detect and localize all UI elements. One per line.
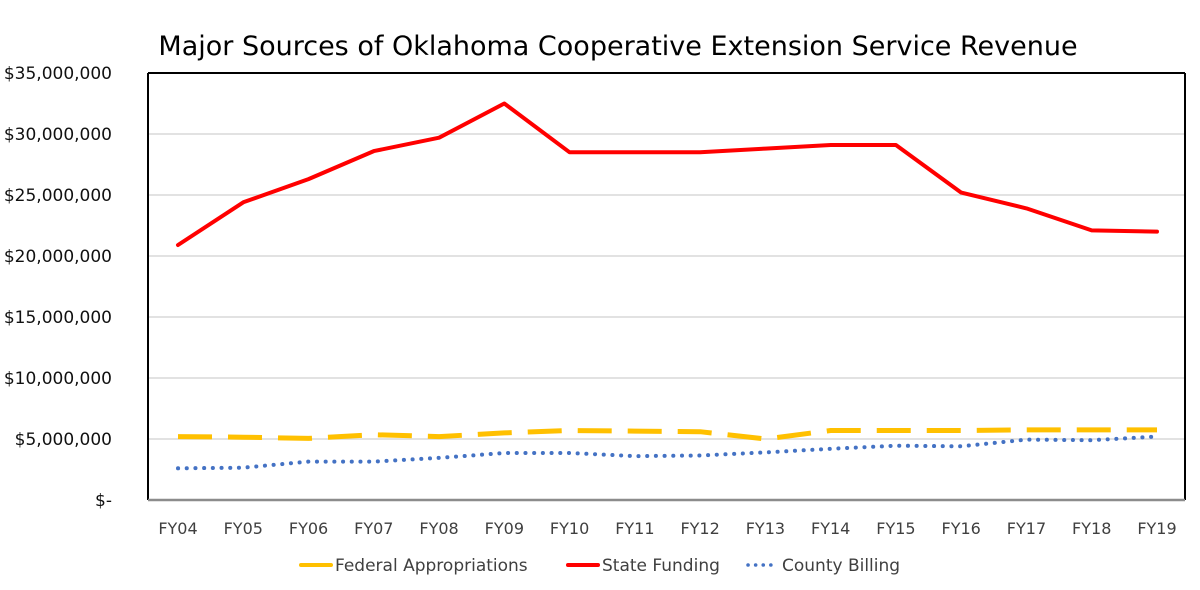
x-tick-label: FY10 xyxy=(550,519,589,538)
y-tick-label: $25,000,000 xyxy=(4,186,112,206)
x-tick-label: FY14 xyxy=(811,519,850,538)
series-line-federal-appropriations xyxy=(177,427,1157,442)
y-tick-label: $35,000,000 xyxy=(4,64,112,84)
x-tick-label: FY19 xyxy=(1137,519,1176,538)
y-tick-label: $30,000,000 xyxy=(4,125,112,145)
x-tick-label: FY07 xyxy=(354,519,393,538)
x-tick-label: FY11 xyxy=(615,519,654,538)
x-tick-label: FY09 xyxy=(485,519,524,538)
x-tick-label: FY06 xyxy=(289,519,328,538)
legend-item: Federal Appropriations xyxy=(299,556,528,576)
legend-label: County Billing xyxy=(782,556,900,576)
x-tick-label: FY17 xyxy=(1007,519,1046,538)
legend-label: Federal Appropriations xyxy=(335,556,528,576)
x-tick-label: FY15 xyxy=(876,519,915,538)
y-tick-label: $10,000,000 xyxy=(4,369,112,389)
series-line-state-funding xyxy=(176,101,1159,247)
y-tick-label: $5,000,000 xyxy=(15,430,112,450)
x-tick-label: FY18 xyxy=(1072,519,1111,538)
legend: Federal Appropriations State Funding Count… xyxy=(299,556,900,576)
x-axis-ticks: FY04 FY05 FY06 FY07 FY08 FY09 FY10 FY11 FY12 FY13… xyxy=(158,519,1176,538)
legend-item: State Funding xyxy=(566,556,720,576)
y-tick-label: $- xyxy=(95,491,112,511)
legend-item: County Billing xyxy=(746,556,900,576)
x-tick-label: FY13 xyxy=(746,519,785,538)
chart-title: Major Sources of Oklahoma Cooperative Ex… xyxy=(158,31,1077,62)
legend-label: State Funding xyxy=(602,556,720,576)
series-line-county-billing xyxy=(176,434,1159,471)
plot-frame xyxy=(147,72,1186,502)
x-tick-label: FY12 xyxy=(680,519,719,538)
gridlines xyxy=(148,133,1185,440)
series-lines xyxy=(176,101,1159,471)
x-tick-label: FY08 xyxy=(419,519,458,538)
y-axis-ticks: $- $5,000,000 $10,000,000 $15,000,000 $20,00… xyxy=(4,64,112,511)
x-tick-label: FY16 xyxy=(942,519,981,538)
y-tick-label: $20,000,000 xyxy=(4,247,112,267)
y-tick-label: $15,000,000 xyxy=(4,308,112,328)
x-tick-label: FY04 xyxy=(158,519,197,538)
x-tick-label: FY05 xyxy=(224,519,263,538)
